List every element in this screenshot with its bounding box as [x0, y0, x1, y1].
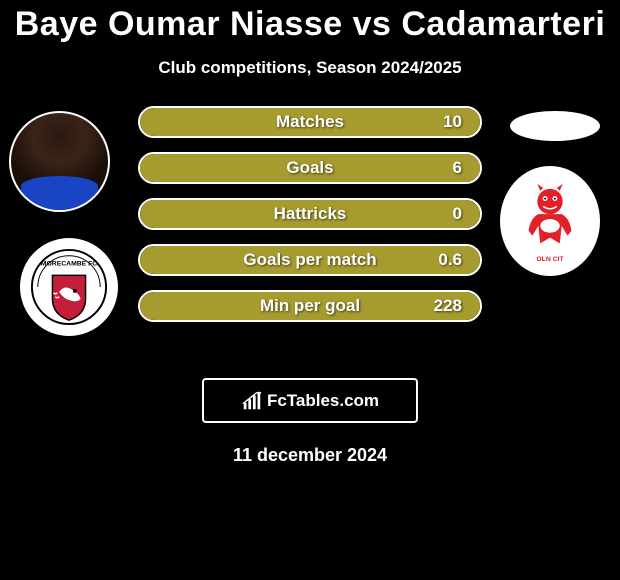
- branding-text: FcTables.com: [267, 391, 379, 411]
- stat-value-right: 0.6: [438, 246, 462, 274]
- comparison-area: MORECAMBE FC OLN CIT: [0, 106, 620, 366]
- svg-text:MORECAMBE FC: MORECAMBE FC: [41, 261, 97, 268]
- stat-row-goals-per-match: Goals per match 0.6: [138, 244, 482, 276]
- stat-value-right: 228: [434, 292, 462, 320]
- stat-label: Goals per match: [140, 246, 480, 274]
- player-left-avatar: [9, 111, 110, 212]
- club-right-badge: OLN CIT: [500, 166, 600, 276]
- date-text: 11 december 2024: [0, 445, 620, 466]
- svg-text:OLN CIT: OLN CIT: [536, 256, 564, 263]
- stat-label: Min per goal: [140, 292, 480, 320]
- stat-label: Hattricks: [140, 200, 480, 228]
- stat-value-right: 6: [453, 154, 462, 182]
- stat-value-right: 0: [453, 200, 462, 228]
- stat-row-goals: Goals 6: [138, 152, 482, 184]
- page-root: Baye Oumar Niasse vs Cadamarteri Club co…: [0, 0, 620, 466]
- stat-row-hattricks: Hattricks 0: [138, 198, 482, 230]
- chart-icon: [241, 390, 263, 412]
- page-title: Baye Oumar Niasse vs Cadamarteri: [0, 5, 620, 44]
- stat-label: Matches: [140, 108, 480, 136]
- stats-panel: Matches 10 Goals 6 Hattricks 0 Goals per…: [138, 106, 482, 336]
- branding-box: FcTables.com: [202, 378, 418, 423]
- stat-value-right: 10: [443, 108, 462, 136]
- imp-crest-icon: OLN CIT: [511, 177, 589, 265]
- subtitle: Club competitions, Season 2024/2025: [0, 58, 620, 78]
- stat-row-matches: Matches 10: [138, 106, 482, 138]
- club-left-badge: MORECAMBE FC: [20, 238, 118, 336]
- stat-row-min-per-goal: Min per goal 228: [138, 290, 482, 322]
- player-right-avatar: [510, 111, 600, 141]
- stat-label: Goals: [140, 154, 480, 182]
- morecambe-crest-icon: MORECAMBE FC: [30, 248, 108, 326]
